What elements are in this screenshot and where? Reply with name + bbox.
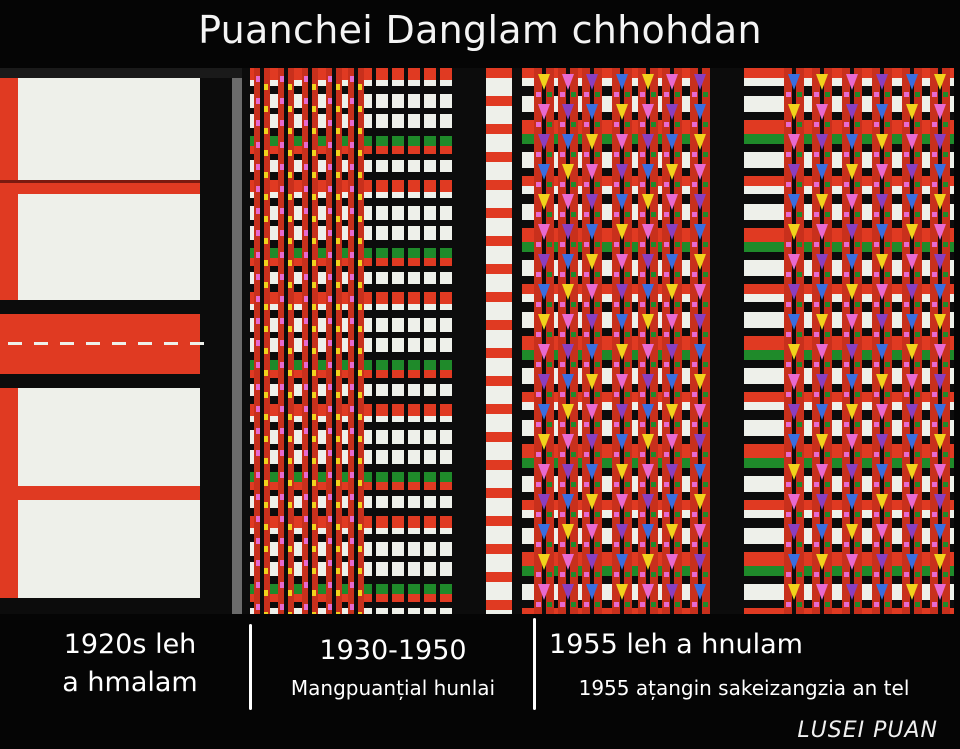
textile-panel-1920s bbox=[0, 68, 242, 614]
textile-panel-1955 bbox=[512, 68, 954, 614]
caption-1920s-line2: a hmalam bbox=[62, 667, 198, 698]
textile-comparison bbox=[0, 68, 954, 614]
caption-1955-sub: 1955 ațangin sakeizangzia an tel bbox=[578, 676, 910, 700]
caption-1955: 1955 leh a hnulam bbox=[549, 629, 803, 660]
captions-bar: 1920s leh a hmalam 1930-1950 Mangpuanția… bbox=[0, 614, 960, 749]
caption-1930-1950-sub: Mangpuanțial hunlai bbox=[290, 676, 496, 700]
textile-panel-1930-1950 bbox=[242, 68, 512, 614]
caption-divider-1 bbox=[249, 624, 252, 710]
caption-1920s-line1: 1920s leh bbox=[63, 629, 197, 660]
page-title: Puanchei Danglam chhohdan bbox=[198, 8, 762, 52]
caption-divider-2 bbox=[533, 618, 536, 710]
caption-1930-1950: 1930-1950 bbox=[319, 635, 467, 666]
credit-watermark: LUSEI PUAN bbox=[797, 718, 938, 743]
